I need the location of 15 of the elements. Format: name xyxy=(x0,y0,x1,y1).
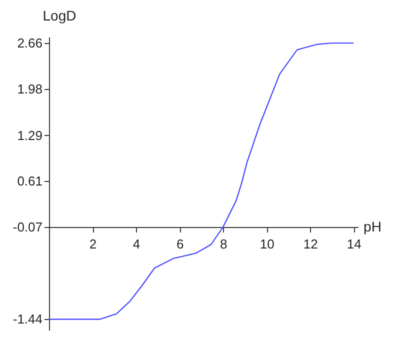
x-tick-label: 2 xyxy=(89,236,97,252)
x-tick-label: 14 xyxy=(346,236,362,252)
x-tick-label: 4 xyxy=(132,236,140,252)
y-tick-label: -0.07 xyxy=(12,219,42,234)
y-tick-label: 2.66 xyxy=(17,36,42,51)
y-axis-title: LogD xyxy=(42,8,76,24)
x-tick-label: 8 xyxy=(220,236,228,252)
x-tick-label: 12 xyxy=(303,236,318,252)
y-tick-label: -1.44 xyxy=(12,312,42,327)
y-tick-label: 1.98 xyxy=(17,81,42,96)
y-tick-label: 1.29 xyxy=(17,128,42,143)
y-tick-label: 0.61 xyxy=(17,174,42,189)
x-tick-label: 6 xyxy=(176,236,184,252)
x-axis-title: pH xyxy=(364,218,382,234)
x-tick-label: 10 xyxy=(260,236,274,252)
